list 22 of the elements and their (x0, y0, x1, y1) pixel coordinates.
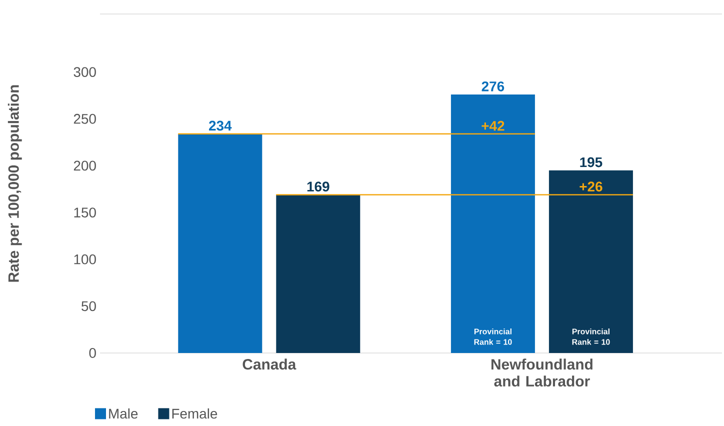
y-tick-label: 50 (82, 301, 96, 312)
y-axis-title: Rate per 100,000 population (8, 85, 22, 282)
x-tick-label: Canada (242, 358, 296, 370)
data-label: 169 (307, 182, 330, 192)
y-tick-label: 100 (74, 254, 96, 264)
data-label: 234 (208, 120, 232, 131)
y-tick-label: 300 (74, 67, 96, 77)
y-tick-label: 0 (89, 348, 96, 358)
y-tick-label: 250 (74, 114, 96, 124)
data-label: 276 (482, 81, 504, 92)
bar (450, 94, 535, 353)
bar (178, 134, 262, 353)
x-tick-label: Newfoundland and Labrador (491, 358, 592, 387)
legend-label: Female (172, 408, 218, 419)
y-tick-label: 150 (74, 208, 96, 218)
legend-label: Male (109, 408, 138, 419)
y-tick-label: 200 (74, 160, 96, 171)
annotation: +26 (580, 182, 602, 192)
data-label: 195 (580, 157, 602, 168)
bar (276, 194, 360, 353)
bar (548, 170, 633, 353)
annotation: +42 (482, 120, 504, 131)
